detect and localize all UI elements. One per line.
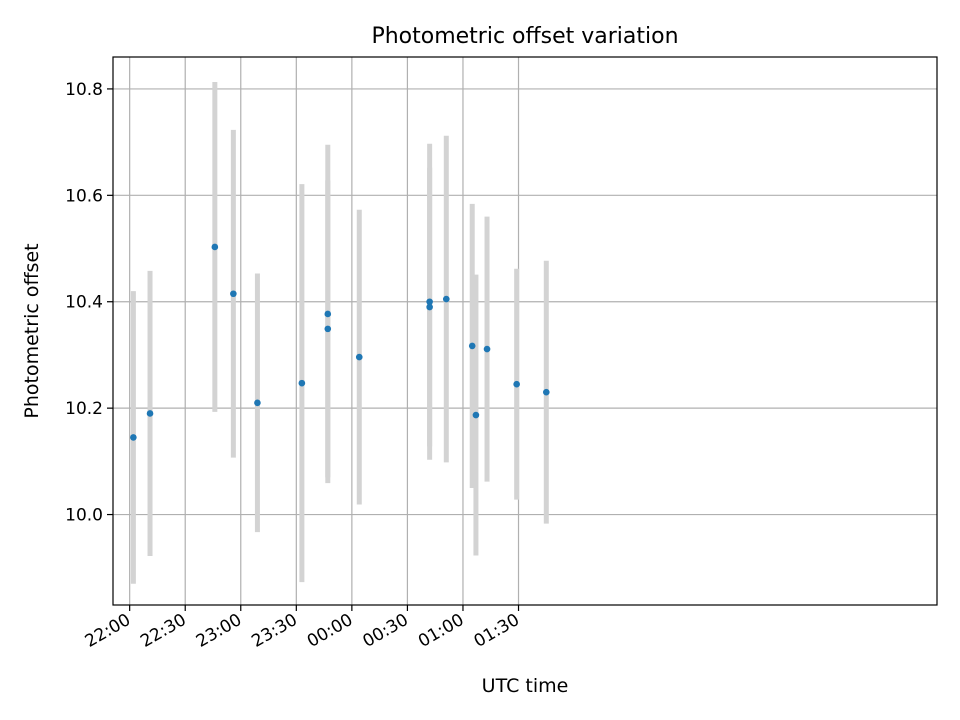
grid	[113, 57, 937, 605]
data-point	[472, 411, 480, 419]
y-tick-label: 10.6	[65, 186, 103, 206]
data-point	[468, 342, 476, 350]
data-point	[324, 310, 332, 318]
chart-title: Photometric offset variation	[371, 24, 678, 49]
data-point	[426, 298, 433, 306]
data-point	[230, 290, 237, 298]
data-point	[254, 399, 261, 407]
data-point	[130, 434, 137, 441]
plot-frame	[112, 56, 938, 606]
data-point	[513, 380, 520, 388]
data-points	[130, 243, 550, 441]
data-point	[324, 325, 332, 333]
data-point	[443, 295, 450, 303]
y-tick-label: 10.0	[65, 506, 103, 526]
data-point	[426, 303, 433, 311]
data-point	[355, 353, 363, 361]
y-tick-label: 10.8	[65, 80, 103, 100]
y-axis-ticks: 10.0 10.2 10.4 10.6 10.8	[65, 80, 113, 526]
data-point	[146, 410, 154, 417]
data-point	[211, 243, 219, 251]
x-axis-label: UTC time	[482, 675, 569, 697]
data-point	[483, 345, 491, 353]
y-tick-label: 10.2	[65, 399, 103, 419]
y-axis-label: Photometric offset	[21, 243, 43, 418]
y-tick-label: 10.4	[65, 293, 103, 313]
data-point	[542, 388, 550, 396]
data-point	[298, 379, 306, 387]
